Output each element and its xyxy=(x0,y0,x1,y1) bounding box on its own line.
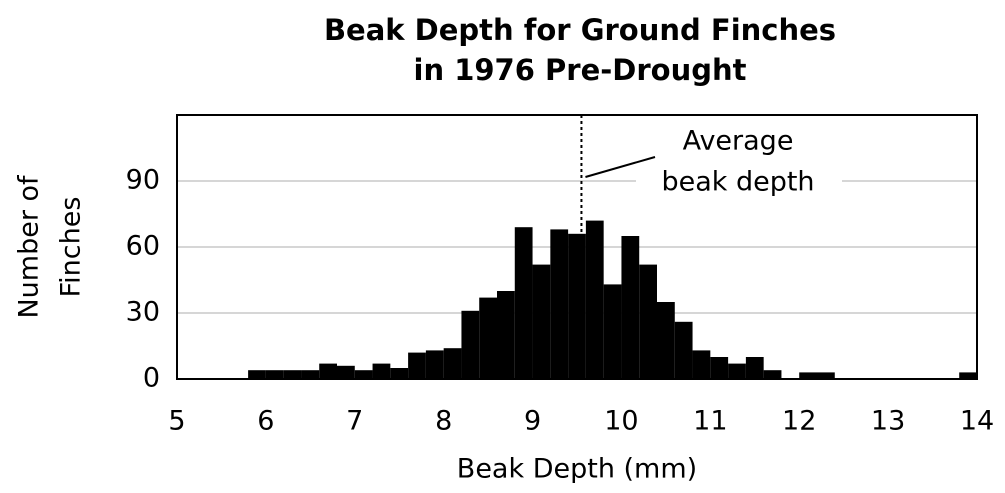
bar xyxy=(674,321,693,379)
chart-title: Beak Depth for Ground Finches xyxy=(324,13,836,47)
x-tick-label: 12 xyxy=(782,406,816,437)
annotation-connector xyxy=(585,156,656,178)
bar xyxy=(550,229,569,379)
x-tick-label: 5 xyxy=(168,406,185,437)
bar xyxy=(817,372,835,379)
bar xyxy=(692,350,711,379)
bar xyxy=(408,352,426,379)
bar xyxy=(497,291,515,379)
bar xyxy=(514,227,533,379)
bar xyxy=(657,302,675,379)
bar xyxy=(745,357,764,379)
y-tick-label: 90 xyxy=(126,165,160,196)
bar xyxy=(710,357,729,379)
bar xyxy=(301,370,320,379)
y-tick-label: 30 xyxy=(126,297,160,328)
y-tick-label: 0 xyxy=(143,363,160,394)
bar xyxy=(372,363,391,379)
bar xyxy=(283,370,302,379)
bar xyxy=(568,233,586,379)
bar xyxy=(763,370,782,379)
bar xyxy=(728,363,746,379)
x-tick-label: 9 xyxy=(524,406,541,437)
x-tick-label: 7 xyxy=(346,406,363,437)
annotation: beak depth xyxy=(661,167,814,198)
plot-frame xyxy=(176,114,978,380)
chart-title: in 1976 Pre-Drought xyxy=(414,53,747,87)
bar xyxy=(354,370,373,379)
bar xyxy=(461,310,480,379)
x-tick-label: 8 xyxy=(435,406,452,437)
bar xyxy=(799,372,817,379)
bar xyxy=(479,297,497,379)
bar xyxy=(319,363,337,379)
bar xyxy=(337,365,355,379)
bar xyxy=(621,236,640,379)
annotation: Average xyxy=(683,126,794,157)
bar xyxy=(959,372,977,379)
x-tick-label: 13 xyxy=(871,406,905,437)
y-tick-label: 60 xyxy=(126,231,160,262)
x-tick-label: 10 xyxy=(604,406,638,437)
bar xyxy=(425,350,444,379)
bar xyxy=(603,284,622,379)
bar xyxy=(265,370,284,379)
x-tick-label: 11 xyxy=(693,406,727,437)
x-axis-label: Beak Depth (mm) xyxy=(457,454,697,485)
y-axis-label: Number of xyxy=(14,174,45,319)
bar xyxy=(585,220,604,379)
bar xyxy=(443,348,462,379)
bar xyxy=(639,264,657,379)
bar xyxy=(532,264,551,379)
x-tick-label: 14 xyxy=(960,406,994,437)
bar xyxy=(390,368,409,379)
y-axis-label: Finches xyxy=(56,197,87,298)
bar xyxy=(248,370,266,379)
annotation-bg xyxy=(636,164,842,200)
x-tick-label: 6 xyxy=(257,406,274,437)
